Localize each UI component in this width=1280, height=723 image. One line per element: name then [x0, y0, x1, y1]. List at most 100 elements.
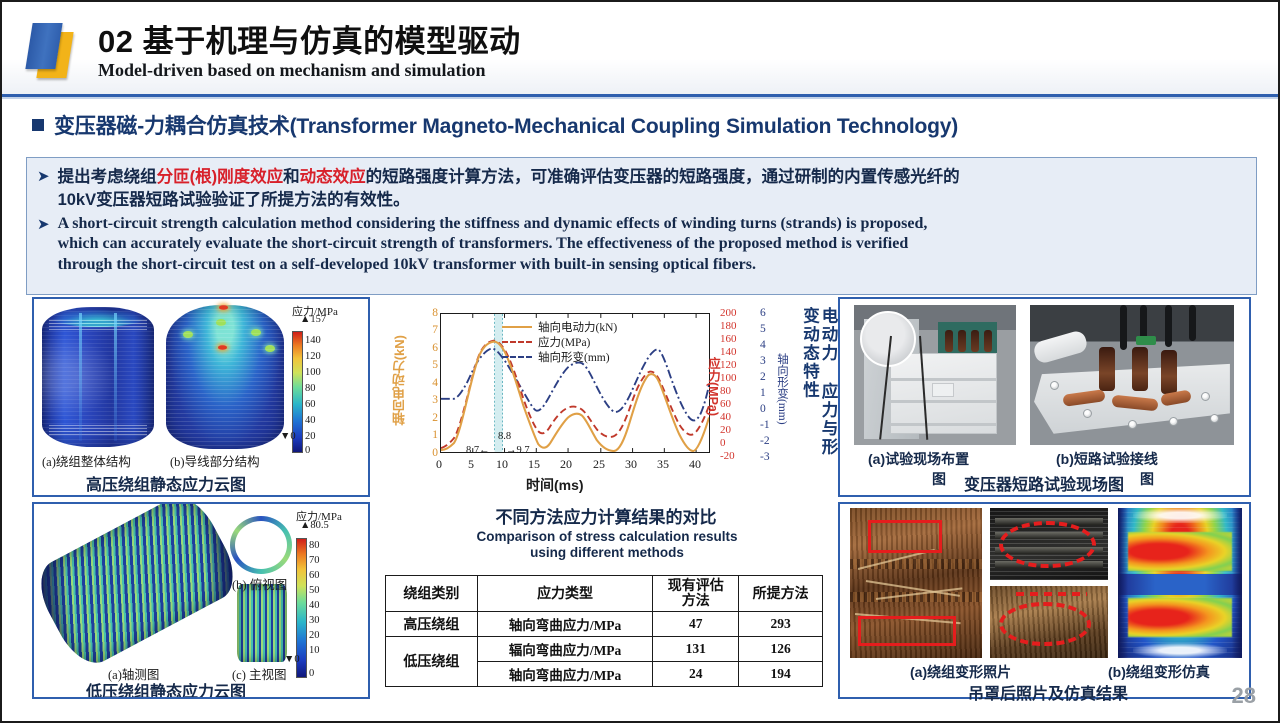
- photo-e-highlight-ellipse: [999, 601, 1092, 647]
- table-row: 低压绕组 辐向弯曲应力/MPa 131 126: [385, 635, 823, 687]
- photo-a-rib-1: [889, 377, 997, 381]
- ytick-r1-120: 120: [720, 359, 737, 371]
- photo-b-bolt-3: [1127, 419, 1137, 429]
- ytick-r2-4: 4: [760, 339, 766, 351]
- arrow-bullet-icon: ➤: [37, 168, 50, 185]
- series-axial-deformation: [441, 347, 709, 422]
- row3-existing: 24: [652, 660, 740, 687]
- callout-bullet-cn: ➤ 提出考虑绕组分匝(根)刚度效应和动态效应的短路强度计算方法，可准确评估变压器…: [37, 166, 1246, 212]
- photo-b-bolt-1: [1050, 380, 1060, 390]
- hv-overall-strap-top: [48, 319, 148, 331]
- table-title-en: Comparison of stress calculation results…: [476, 529, 738, 560]
- lv-fem-figure: 应力/MPa 80 70 60 50 40 30 20 10 0: [34, 504, 368, 697]
- table-title-cn: 不同方法应力计算结果的对比: [495, 508, 717, 527]
- lv-tick-30: 30: [309, 615, 320, 626]
- lv-tick-70: 70: [309, 555, 320, 566]
- ytick-r1-20: 20: [720, 424, 731, 436]
- photo-c-caption: (a)绕组变形照片: [910, 664, 1012, 680]
- photo-f-left-edge: [1118, 508, 1128, 658]
- xtick-10: 10: [496, 457, 508, 471]
- callout-en-line3: through the short-circuit test on a self…: [57, 256, 756, 274]
- ytick-r2-5: 5: [760, 323, 766, 335]
- hv-hotspot-green-1: [182, 330, 193, 338]
- photo-d-highlight-ellipse: [999, 520, 1097, 569]
- callout-en-line2: which can accurately evaluate the short-…: [57, 235, 909, 253]
- lv-tick-40: 40: [309, 600, 320, 611]
- lv-colorbar: 应力/MPa 80 70 60 50 40 30 20 10 0: [284, 508, 342, 679]
- table-header-row: 绕组类别 应力类型 现有评估 方法 所提方法: [385, 575, 823, 612]
- chart-ylabel-right-deformation: 轴向形变(mm): [776, 353, 788, 425]
- chart-ylabel-right-stress: 应力(MPa): [706, 357, 720, 417]
- header-divider-secondary: [2, 97, 1278, 99]
- hv-hotspot-red-top: [219, 305, 229, 310]
- row1-group: 高压绕组: [385, 610, 478, 637]
- chart-annot-87: 8.7←: [466, 445, 490, 456]
- hv-winding-overall-render: [42, 307, 154, 447]
- photo-short-circuit-wiring: [1030, 305, 1234, 445]
- ytick-l-3: 3: [432, 394, 438, 406]
- lv-figure-title: 低压绕组静态应力云图: [86, 684, 247, 697]
- ytick-l-6: 6: [432, 342, 438, 354]
- photo-test-site-layout: [854, 305, 1016, 445]
- legend-label-stress: 应力(MPa): [538, 336, 591, 349]
- photo-b-caption: (b)短路试验接线: [1056, 451, 1158, 467]
- photo-a-bushing-2: [957, 330, 966, 353]
- table-col-group: 绕组类别: [385, 575, 478, 612]
- chart-xticks: 0 5 10 15 20 25 30 35 40: [428, 457, 724, 473]
- lv-topview-render: [230, 516, 292, 574]
- photo-a-bushing-4: [983, 330, 992, 353]
- legend-item-stress: 应力(MPa): [502, 334, 617, 349]
- chart-annot-97: →9.7: [506, 445, 530, 456]
- page-number: 28: [1231, 683, 1256, 708]
- table-col-proposed: 所提方法: [738, 575, 823, 612]
- photo-f-hot-band-lower: [1127, 598, 1233, 637]
- hv-fem-figure: 应力/MPa 140 120 100 80 60 40 20 0: [34, 299, 368, 495]
- photo-b-bushing-1: [1099, 347, 1116, 391]
- hv-tick-40: 40: [305, 415, 316, 426]
- ytick-r2-1: 1: [760, 387, 766, 399]
- chart-xlabel: 时间(ms): [526, 477, 584, 493]
- hv-overall-seam-2: [113, 312, 117, 442]
- xtick-30: 30: [625, 457, 637, 471]
- photo-winding-deformation-overview: [850, 508, 982, 658]
- row2-proposed: 126: [738, 635, 823, 662]
- series-axial-force: [441, 340, 709, 452]
- photo-b-bolt-2: [1083, 408, 1093, 418]
- ytick-r2-6: 6: [760, 307, 766, 319]
- lv-frontview-render: [237, 584, 287, 662]
- chart-highlight-band: [494, 314, 503, 452]
- ytick-l-5: 5: [432, 359, 438, 371]
- hv-colorbar-min: ▼0: [280, 431, 296, 442]
- photo-c-band-2: [850, 592, 982, 602]
- hv-colorbar-label: 应力/MPa: [292, 306, 338, 318]
- lv-caption-b: (b) 俯视图: [232, 578, 288, 592]
- ytick-l-8: 8: [432, 307, 438, 319]
- hv-tick-100: 100: [305, 367, 321, 378]
- chart-plot-area: [440, 313, 710, 453]
- hv-tick-60: 60: [305, 399, 316, 410]
- ytick-l-2: 2: [432, 412, 438, 424]
- photo-a-bushing-1: [944, 330, 953, 353]
- ytick-r2-m2: -2: [760, 435, 770, 447]
- photo-b-bolt-4: [1168, 417, 1178, 426]
- ytick-l-0: 0: [432, 447, 438, 459]
- hv-hotspot-green-3: [250, 329, 261, 337]
- xtick-25: 25: [593, 457, 605, 471]
- photo-c-highlight-box-bottom: [857, 616, 956, 646]
- hv-tick-0: 0: [305, 445, 311, 456]
- stress-comparison-block: 不同方法应力计算结果的对比 Comparison of stress calcu…: [378, 503, 834, 699]
- table-col-existing: 现有评估 方法: [652, 575, 740, 612]
- photo-f-caption: (b)绕组变形仿真: [1108, 664, 1210, 680]
- photo-b-cable-4: [1189, 305, 1197, 342]
- photo-a-rib-2: [889, 400, 997, 404]
- callout-bullet-en: ➤ A short-circuit strength calculation m…: [37, 214, 1246, 276]
- hv-colorbar: 应力/MPa 140 120 100 80 60 40 20 0: [280, 303, 338, 456]
- row3-proposed: 194: [738, 660, 823, 687]
- section-heading-label: 变压器磁-力耦合仿真技术(Transformer Magneto-Mechani…: [54, 115, 958, 138]
- legend-item-deformation: 轴向形变(mm): [502, 349, 617, 364]
- lv-caption-a: (a)轴测图: [108, 668, 160, 682]
- photo-a-caption-cont: 图: [932, 471, 946, 487]
- lv-isometric-render: [34, 504, 246, 674]
- chart-yticks-left: 8 7 6 5 4 3 2 1 0: [418, 307, 438, 459]
